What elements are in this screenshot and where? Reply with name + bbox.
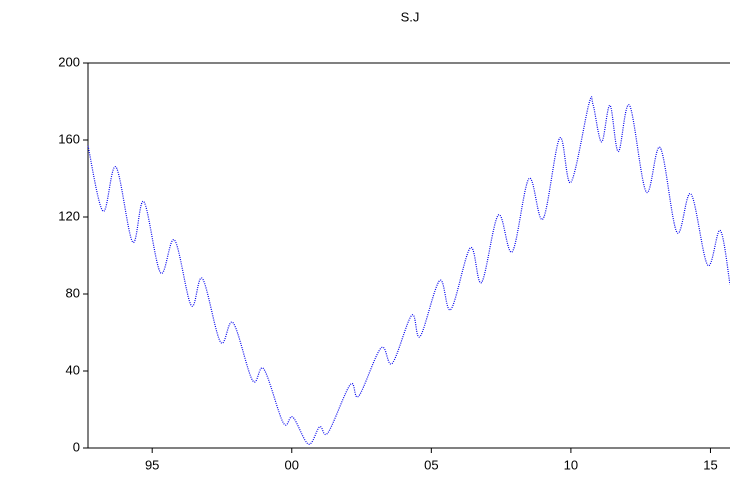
x-tick-label: 15 [703, 457, 717, 472]
x-tick-label: 10 [564, 457, 578, 472]
x-tick-label: 05 [424, 457, 438, 472]
y-tick-label: 40 [66, 362, 80, 377]
y-tick-label: 0 [73, 439, 80, 454]
data-line [87, 96, 730, 445]
x-tick-label: 00 [285, 457, 299, 472]
y-tick-label: 120 [58, 208, 80, 223]
y-tick-label: 200 [58, 54, 80, 69]
x-tick-label: 95 [145, 457, 159, 472]
chart-title: S.J [401, 9, 420, 24]
plot-frame [87, 62, 730, 449]
y-tick-label: 80 [66, 285, 80, 300]
y-tick-label: 160 [58, 131, 80, 146]
